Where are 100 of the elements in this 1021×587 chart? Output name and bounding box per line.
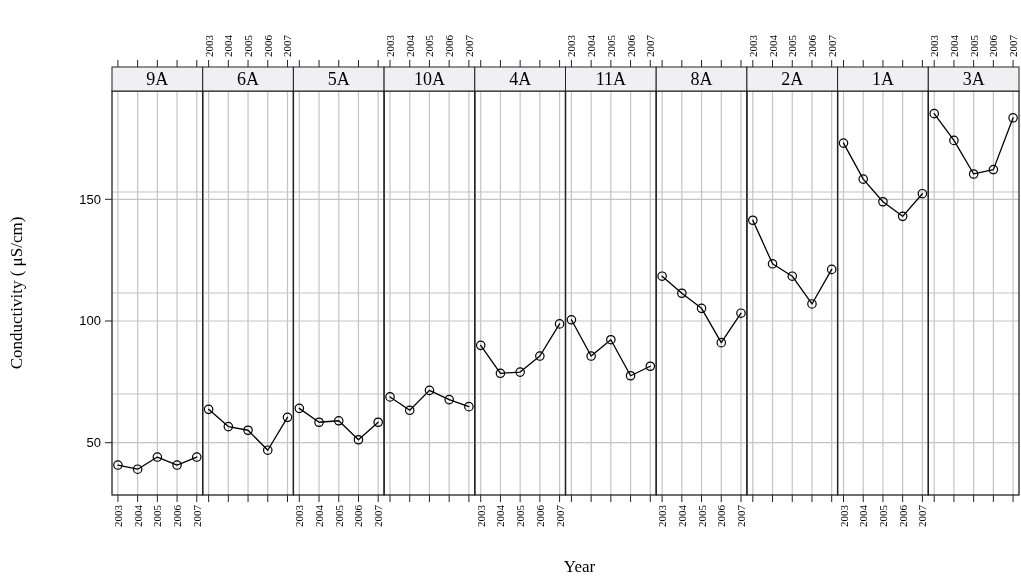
point [353,434,364,445]
x-tick-label: 2003 [656,504,669,527]
point [424,385,435,396]
x-tick-label: 2004 [313,504,326,527]
point [716,337,727,348]
x-tick-label: 2005 [967,34,980,57]
x-tick-label: 2003 [202,34,215,57]
x-tick-label: 2004 [494,504,507,527]
point [172,460,182,470]
x-tick-label: 2007 [1007,34,1020,57]
x-tick-label: 2004 [947,34,960,57]
y-tick-label: 100 [79,313,101,329]
chart-title: 8A [690,69,713,89]
x-tick-label: 2007 [916,504,929,527]
point [858,174,869,184]
point [787,271,798,282]
x-tick-label: 2006 [624,34,637,57]
x-tick-label: 2006 [443,34,456,57]
point [113,460,123,470]
x-tick-label: 2003 [293,504,306,527]
x-axis-title: Year [563,557,596,576]
point [385,392,395,402]
point [917,188,928,199]
point [314,417,324,428]
point [696,303,707,314]
x-tick-label: 2006 [715,504,728,527]
point [677,288,687,299]
x-tick-label: 2004 [131,504,144,527]
x-tick-label: 2007 [825,34,838,57]
x-tick-label: 2003 [837,504,850,527]
x-tick-label: 2006 [261,34,274,57]
x-tick-label: 2003 [928,34,941,57]
chart-title: 2A [781,69,804,89]
x-tick-label: 2004 [675,504,688,527]
point [282,412,293,423]
point [645,361,656,372]
x-tick-label: 2003 [565,34,578,57]
x-tick-label: 2006 [533,504,546,527]
point [515,367,525,377]
point [625,370,636,381]
point [968,169,979,179]
point [444,394,454,405]
x-tick-label: 2003 [474,504,487,527]
x-tick-label: 2007 [462,34,475,57]
x-tick-label: 2005 [332,504,345,527]
point [535,351,545,361]
point [373,417,383,428]
point [606,334,616,345]
point [294,403,305,414]
point [191,452,202,462]
x-tick-label: 2003 [384,34,397,57]
point [495,368,506,379]
point [826,264,837,275]
point [949,135,959,146]
y-tick-label: 150 [79,191,101,207]
x-tick-label: 2005 [695,504,708,527]
x-tick-label: 2007 [734,504,747,527]
chart-title: 6A [237,69,260,89]
point [203,404,214,415]
x-tick-label: 2006 [805,34,818,57]
x-tick-label: 2006 [171,504,184,527]
x-tick-label: 2004 [403,34,416,57]
point [929,108,940,119]
point [586,351,596,361]
x-tick-label: 2007 [190,504,203,527]
chart-title: 5A [327,69,350,89]
point [748,215,758,226]
chart-title: 1A [871,69,894,89]
chart-title: 10A [413,69,445,89]
point [1008,112,1018,123]
y-tick-label: 50 [86,435,101,451]
chart-title: 9A [146,69,169,89]
x-tick-label: 2004 [222,34,235,57]
point [404,405,415,416]
x-tick-label: 2006 [987,34,1000,57]
x-tick-label: 2005 [242,34,255,57]
point [988,164,999,175]
x-tick-label: 2004 [857,504,870,527]
x-tick-label: 2005 [604,34,617,57]
x-tick-label: 2007 [281,34,294,57]
x-tick-label: 2006 [352,504,365,527]
x-tick-label: 2005 [514,504,527,527]
chart-title: 11A [595,69,627,89]
point [878,196,888,207]
chart-title: 3A [962,69,985,89]
x-tick-label: 2006 [896,504,909,527]
x-tick-label: 2004 [766,34,779,57]
x-tick-label: 2003 [746,34,759,57]
x-tick-label: 2005 [876,504,889,527]
point [838,138,849,148]
x-tick-label: 2005 [423,34,436,57]
point [475,340,486,351]
point [223,421,234,432]
point [464,401,474,412]
x-tick-label: 2004 [585,34,598,57]
x-tick-label: 2005 [786,34,799,57]
point [333,415,344,426]
point [152,452,163,462]
x-tick-label: 2007 [372,504,385,527]
x-tick-label: 2007 [644,34,657,57]
